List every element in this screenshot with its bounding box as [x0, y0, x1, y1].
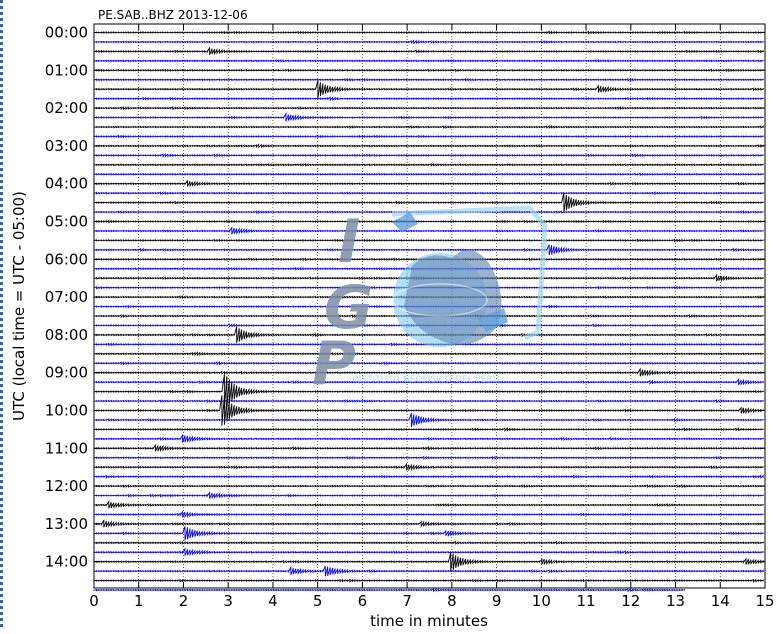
trace-line [93, 565, 764, 577]
x-tick-label: 7 [402, 592, 412, 610]
y-tick-label: 11:00 [45, 439, 88, 457]
trace-line [93, 552, 764, 571]
y-tick-label: 05:00 [45, 213, 88, 231]
trace-line [93, 143, 764, 149]
y-axis-label: UTC (local time = UTC - 05:00) [10, 191, 28, 421]
trace-line [93, 77, 764, 82]
x-tick-label: 1 [134, 592, 144, 610]
trace-line [93, 226, 764, 235]
watermark-letter-p: P [312, 329, 356, 399]
chart-title: PE.SAB..BHZ 2013-12-06 [98, 8, 248, 22]
trace-line [93, 106, 764, 111]
y-tick-label: 02:00 [45, 99, 88, 117]
x-tick-label: 2 [179, 592, 189, 610]
y-tick-label: 01:00 [45, 61, 88, 79]
x-tick-label: 9 [492, 592, 502, 610]
x-axis: 0 1 2 3 4 5 6 7 8 9 10 11 12 13 14 15 [89, 24, 775, 610]
trace-line [93, 191, 764, 196]
y-tick-label: 04:00 [45, 175, 88, 193]
x-tick-label: 14 [711, 592, 730, 610]
x-tick-label: 5 [313, 592, 323, 610]
x-tick-label: 4 [268, 592, 278, 610]
trace-line [93, 399, 764, 404]
trace-line [93, 351, 764, 357]
trace-line [93, 578, 764, 583]
trace-line [93, 39, 764, 45]
watermark-letter-i: I [338, 207, 360, 277]
trace-line [93, 172, 764, 177]
x-axis-label: time in minutes [370, 612, 488, 630]
trace-line [93, 179, 764, 188]
trace-line [93, 134, 764, 139]
trace-line [93, 474, 764, 479]
trace-line [93, 238, 764, 243]
x-tick-label: 15 [755, 592, 774, 610]
trace-line [93, 547, 764, 557]
y-tick-label: 06:00 [45, 250, 88, 268]
x-tick-label: 0 [89, 592, 99, 610]
trace-line [93, 395, 764, 426]
watermark-caption: INSTITUTO GEOFÍSICO DEL PERÚ [352, 373, 499, 385]
igp-globe-logo [391, 205, 548, 347]
igp-watermark: I G P INSTITUTO GEOFÍSICO DEL PERÚ [312, 205, 548, 399]
trace-line [93, 153, 764, 158]
y-tick-label: 13:00 [45, 515, 88, 533]
x-tick-label: 6 [358, 592, 368, 610]
y-tick-label: 09:00 [45, 364, 88, 382]
trace-line [93, 68, 764, 73]
y-tick-label: 14:00 [45, 553, 88, 571]
y-axis: 00:00 01:00 02:00 03:00 04:00 05:00 06:00 07:00… [45, 24, 765, 571]
plot-frame [93, 23, 766, 589]
trace-line [93, 59, 764, 63]
trace-line [93, 444, 764, 453]
trace-line [93, 500, 764, 509]
trace-line [93, 455, 764, 460]
trace-line [93, 163, 764, 167]
y-tick-label: 12:00 [45, 477, 88, 495]
left-border [0, 0, 3, 630]
trace-line [93, 462, 764, 472]
trace-line [93, 540, 764, 545]
y-tick-label: 03:00 [45, 137, 88, 155]
trace-line [93, 244, 764, 256]
trace-line [93, 374, 764, 409]
trace-line [93, 490, 764, 499]
trace-line [93, 219, 764, 224]
trace-line [93, 412, 764, 428]
trace-line [93, 426, 764, 432]
trace-line [93, 30, 764, 35]
x-tick-label: 12 [621, 592, 640, 610]
y-tick-label: 08:00 [45, 326, 88, 344]
y-tick-label: 00:00 [45, 24, 88, 42]
y-tick-label: 07:00 [45, 288, 88, 306]
trace-line [93, 510, 764, 519]
x-tick-label: 10 [532, 592, 551, 610]
x-tick-label: 3 [223, 592, 233, 610]
trace-line [93, 46, 764, 56]
x-tick-label: 11 [577, 592, 596, 610]
x-tick-label: 13 [666, 592, 685, 610]
x-tick-label: 8 [447, 592, 457, 610]
trace-line [93, 192, 764, 213]
trace-line [93, 519, 764, 528]
trace-line [93, 483, 764, 489]
trace-line [93, 112, 764, 122]
trace-line [93, 377, 764, 386]
watermark-letter-g: G [324, 273, 373, 343]
trace-line [93, 125, 764, 129]
trace-line [93, 433, 764, 443]
trace-line [93, 367, 764, 377]
y-tick-label: 10:00 [45, 402, 88, 420]
trace-line [93, 80, 764, 99]
trace-line [93, 588, 685, 593]
trace-line [93, 526, 764, 541]
trace-line [93, 361, 764, 366]
trace-line [93, 96, 764, 102]
